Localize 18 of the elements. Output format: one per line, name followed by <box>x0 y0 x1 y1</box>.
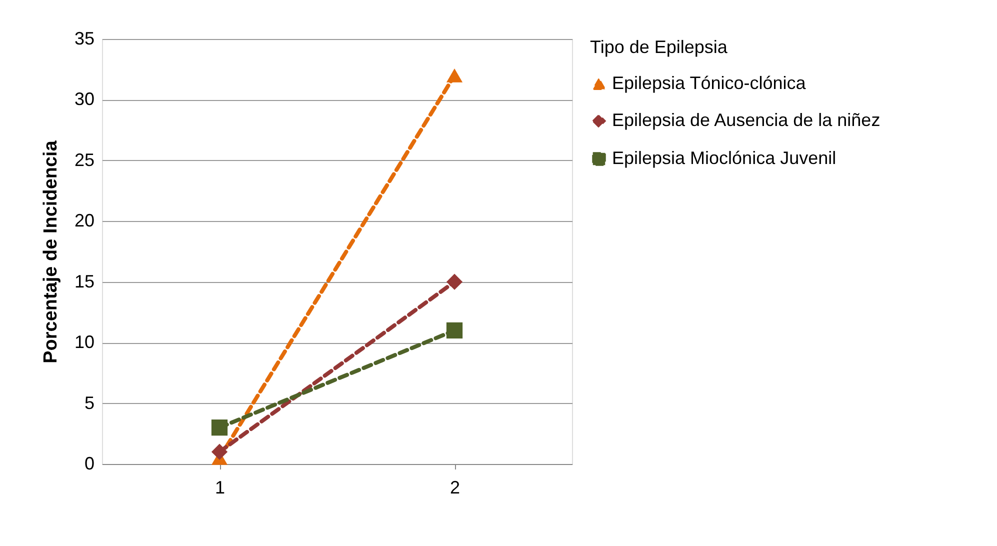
y-tick-label: 30 <box>74 89 94 110</box>
point <box>446 274 463 290</box>
legend-label: Epilepsia Mioclónica Juvenil <box>612 148 836 168</box>
y-axis-title: Porcentaje de Incidencia <box>40 140 62 364</box>
x-tick-label: 2 <box>450 478 460 498</box>
y-tick-label: 25 <box>74 150 94 170</box>
legend-title: Tipo de Epilepsia <box>590 37 728 57</box>
y-tick-label: 20 <box>74 210 94 231</box>
legend-label: Epilepsia Tónico-clónica <box>612 73 807 93</box>
x-tick-label: 1 <box>214 478 226 498</box>
y-tick-label: 35 <box>74 28 94 48</box>
point <box>211 420 228 436</box>
y-tick-label: 0 <box>84 454 94 474</box>
y-tick-label: 10 <box>74 332 94 352</box>
legend-label: Epilepsia de Ausencia de la niñez <box>612 110 880 130</box>
point <box>446 322 463 338</box>
y-tick-label: 15 <box>74 271 94 292</box>
y-tick-label: 5 <box>84 392 94 413</box>
